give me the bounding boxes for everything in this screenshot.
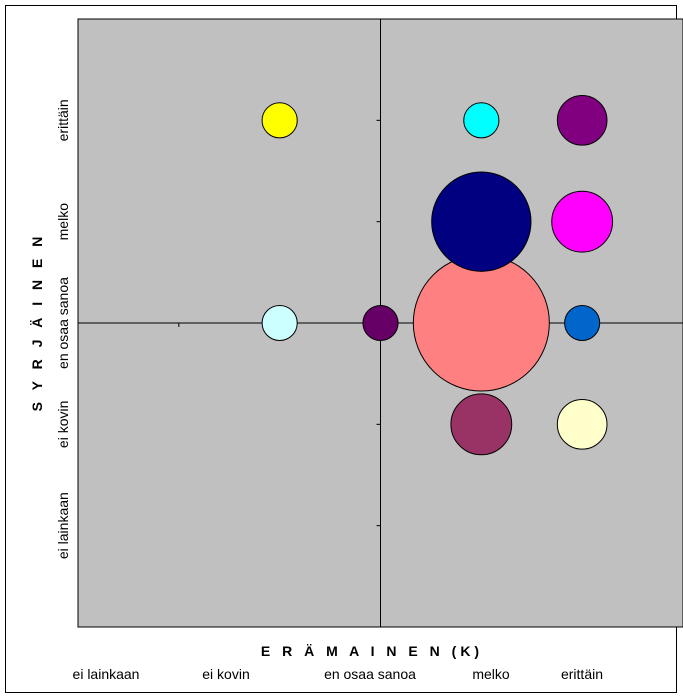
bubble bbox=[450, 393, 513, 456]
bubble bbox=[431, 171, 532, 272]
bubble bbox=[463, 102, 500, 139]
x-tick-label: ei lainkaan bbox=[73, 666, 140, 682]
x-tick-label: ei kovin bbox=[202, 666, 249, 682]
bubble bbox=[564, 304, 601, 342]
bubble bbox=[556, 399, 608, 450]
bubble bbox=[412, 254, 550, 392]
y-tick-labels: ei lainkaan ei kovin en osaa sanoa melko eri… bbox=[55, 99, 71, 559]
x-tick-labels: ei lainkaan ei kovin en osaa sanoa melko eri… bbox=[73, 666, 603, 682]
y-tick-label: ei kovin bbox=[55, 401, 71, 448]
bubble bbox=[261, 304, 298, 342]
y-tick-label: ei lainkaan bbox=[55, 492, 71, 559]
x-tick-label: erittäin bbox=[561, 666, 603, 682]
x-axis-title: E R Ä M A I N E N (K) bbox=[261, 643, 483, 659]
bubbles bbox=[261, 95, 614, 456]
x-tick-label: melko bbox=[472, 666, 510, 682]
y-tick-label: melko bbox=[55, 203, 71, 241]
bubble bbox=[261, 102, 298, 139]
x-tick-label: en osaa sanoa bbox=[324, 666, 416, 682]
bubble bbox=[551, 190, 614, 253]
bubble bbox=[556, 95, 608, 146]
bubble bbox=[362, 304, 399, 342]
y-axis-title: S Y R J Ä I N E N bbox=[29, 233, 45, 412]
y-tick-label: erittäin bbox=[55, 99, 71, 141]
y-tick-label: en osaa sanoa bbox=[55, 277, 71, 369]
